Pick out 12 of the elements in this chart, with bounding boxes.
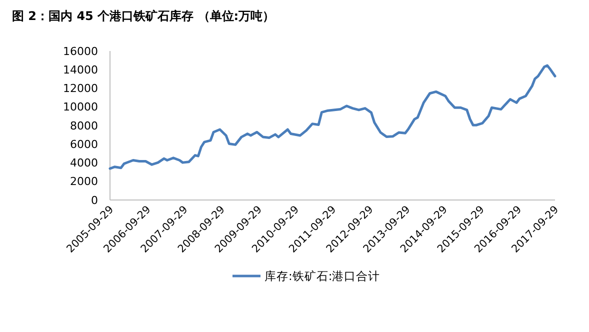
y-tick-label: 8000 [70, 119, 98, 132]
y-tick-label: 6000 [70, 138, 98, 151]
y-tick-label: 0 [91, 194, 98, 207]
y-tick-label: 2000 [70, 175, 98, 188]
y-tick-label: 16000 [63, 44, 98, 58]
chart-title: 图 2：国内 45 个港口铁矿石库存 （单位:万吨） [12, 9, 275, 23]
y-tick-label: 10000 [63, 100, 98, 114]
legend-label: 库存:铁矿石:港口合计 [264, 269, 380, 284]
y-tick-label: 12000 [63, 82, 98, 96]
y-tick-label: 14000 [63, 63, 98, 76]
y-tick-label: 4000 [70, 156, 98, 170]
line-series [108, 64, 556, 170]
